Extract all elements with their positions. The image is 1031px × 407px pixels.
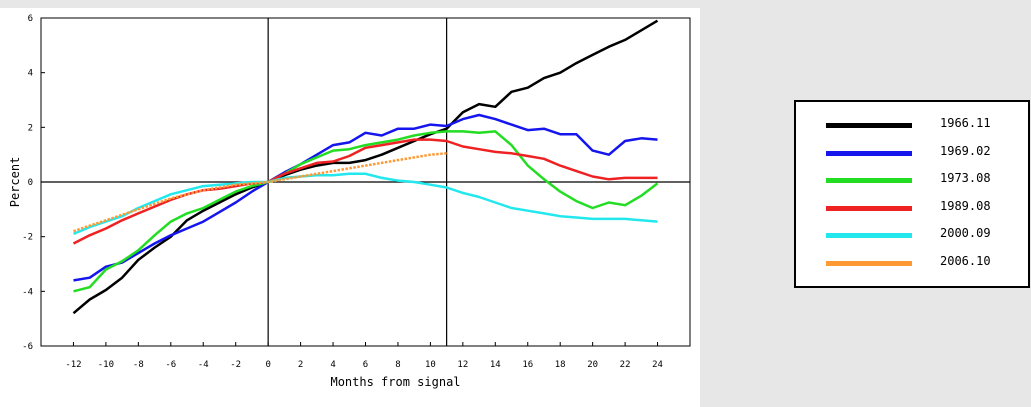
legend-label: 1973.08: [940, 171, 991, 185]
x-tick-label: -8: [133, 360, 144, 370]
chart-legend: 1966.11 1969.02 1973.08 1989.08 2000.09 2006.…: [794, 100, 1030, 288]
legend-entry: 2006.10: [796, 252, 1028, 276]
x-tick-label: 24: [652, 360, 663, 370]
series-line-1989-08: [72, 138, 658, 245]
y-tick-label: 2: [28, 123, 33, 133]
legend-entry: 1966.11: [796, 114, 1028, 138]
legend-swatch: [826, 205, 912, 211]
y-tick-label: -2: [22, 233, 33, 243]
x-axis-title: Months from signal: [330, 375, 460, 389]
y-tick-label: 0: [28, 178, 33, 188]
chart-panel: [0, 8, 700, 407]
legend-label: 1989.08: [940, 198, 991, 213]
legend-label: 1969.02: [940, 143, 991, 158]
x-tick-label: -2: [230, 360, 241, 370]
series-line-1966-11: [72, 19, 659, 315]
x-tick-label: 12: [457, 360, 468, 370]
legend-label: 2000.09: [940, 226, 991, 240]
series-line-2006-10: [73, 152, 447, 233]
x-tick-label: 14: [490, 360, 501, 370]
x-tick-label: 16: [522, 360, 533, 370]
x-tick-label: -12: [65, 360, 81, 370]
x-tick-label: 20: [587, 360, 598, 370]
x-tick-label: 4: [330, 360, 335, 370]
x-tick-label: -10: [98, 360, 114, 370]
y-tick-label: -4: [22, 287, 33, 297]
legend-swatch: [826, 150, 912, 156]
x-tick-label: 0: [265, 360, 270, 370]
x-tick-label: 6: [363, 360, 368, 370]
legend-label: 2006.10: [940, 253, 991, 268]
y-tick-label: 4: [28, 69, 33, 79]
x-tick-label: -6: [165, 360, 176, 370]
y-tick-label: -6: [22, 342, 33, 352]
legend-entry: 2000.09: [796, 224, 1028, 248]
legend-swatch: [826, 178, 912, 183]
x-tick-label: 18: [555, 360, 566, 370]
x-tick-label: 8: [395, 360, 400, 370]
legend-swatch: [826, 260, 912, 266]
legend-swatch: [826, 233, 912, 238]
legend-entry: 1989.08: [796, 197, 1028, 221]
x-tick-label: -4: [198, 360, 209, 370]
y-axis-title: Percent: [8, 157, 22, 208]
x-tick-label: 2: [298, 360, 303, 370]
legend-swatch: [826, 123, 912, 128]
legend-entry: 1973.08: [796, 169, 1028, 193]
legend-entry: 1969.02: [796, 142, 1028, 166]
series-line-1973-08: [73, 130, 659, 293]
x-tick-label: 22: [620, 360, 631, 370]
x-tick-label: 10: [425, 360, 436, 370]
y-tick-label: 6: [28, 14, 33, 24]
legend-label: 1966.11: [940, 116, 991, 130]
series-line-1969-02: [73, 113, 658, 282]
series-line-2000-09: [73, 172, 658, 236]
